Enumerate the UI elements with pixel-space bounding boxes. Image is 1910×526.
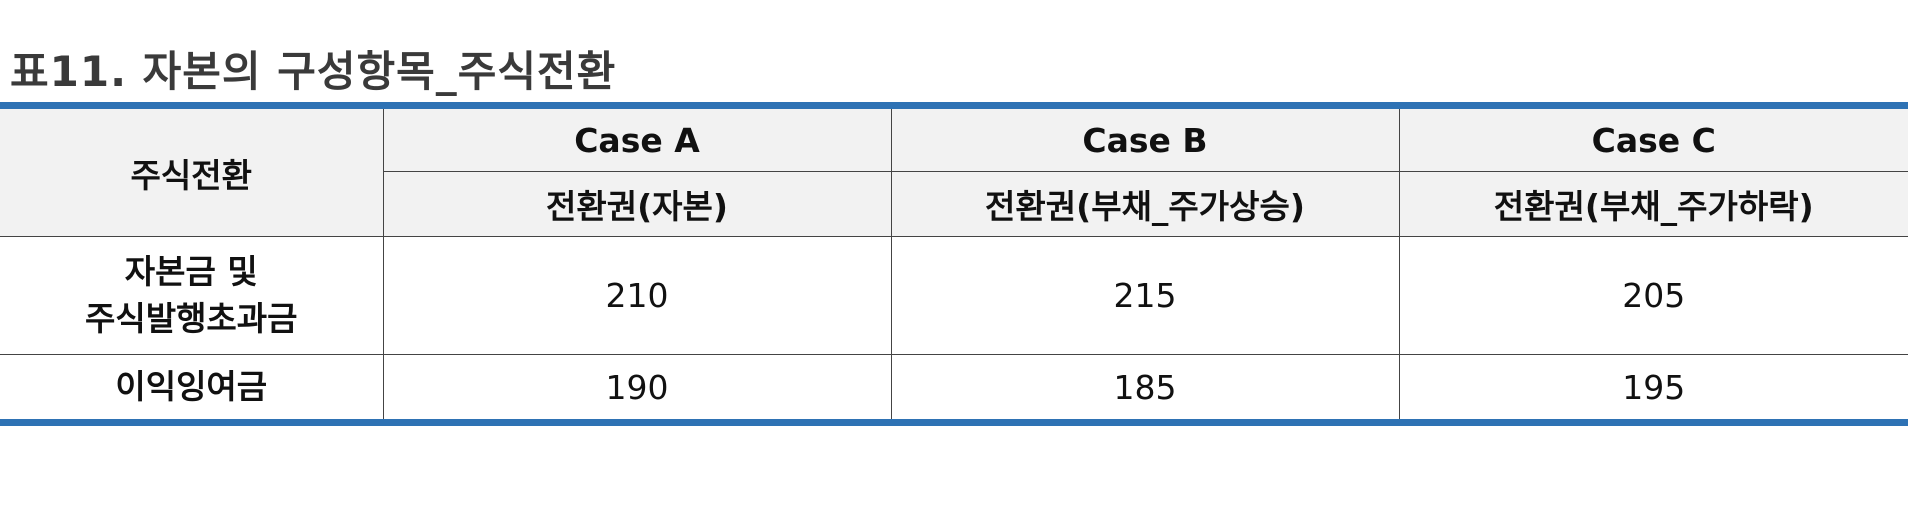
table-row: 자본금 및 주식발행초과금 210 215 205 (0, 236, 1908, 355)
header-case-b: Case B (890, 109, 1400, 172)
header-case-c: Case C (1398, 109, 1908, 172)
table-title: 표11. 자본의 구성항목_주식전환 (10, 47, 617, 96)
data-table: 주식전환 Case A Case B Case C 전환권(자본) 전환권(부채… (0, 109, 1908, 419)
header-row-cases: 주식전환 Case A Case B Case C (0, 109, 1908, 237)
cell-value: 210 (382, 236, 892, 355)
cell-value: 195 (1398, 354, 1908, 419)
subheader-case-b: 전환권(부채_주가상승) (890, 171, 1400, 237)
cell-value: 185 (890, 354, 1400, 419)
row-label: 이익잉여금 (0, 354, 384, 419)
corner-header: 주식전환 (0, 109, 384, 237)
row-label: 자본금 및 주식발행초과금 (0, 236, 384, 355)
row-label-line: 자본금 및 (124, 252, 258, 292)
cell-value: 215 (890, 236, 1400, 355)
row-label-line: 주식발행초과금 (84, 298, 298, 338)
equity-components-table: 주식전환 Case A Case B Case C 전환권(자본) 전환권(부채… (0, 102, 1908, 426)
subheader-case-a: 전환권(자본) (383, 171, 892, 237)
cell-value: 205 (1398, 236, 1908, 355)
table-row: 이익잉여금 190 185 195 (0, 354, 1908, 419)
header-row-subheaders: 전환권(자본) 전환권(부채_주가상승) 전환권(부채_주가하락) (0, 171, 1908, 237)
header-case-a: Case A (382, 109, 892, 172)
subheader-case-c: 전환권(부채_주가하락) (1398, 171, 1908, 237)
cell-value: 190 (382, 354, 892, 419)
